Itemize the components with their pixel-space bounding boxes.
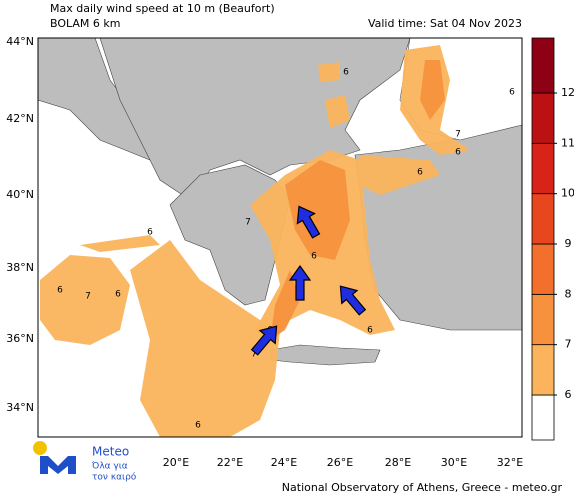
contour-label: 6 — [343, 68, 349, 78]
wind-area — [318, 62, 340, 82]
contour-label: 6 — [509, 88, 515, 98]
wind-area — [360, 155, 440, 195]
colorbar-tick-label: 11 — [561, 136, 574, 149]
colorbar-tick-label: 12 — [561, 86, 574, 99]
lat-label: 38°N — [6, 261, 34, 274]
colorbar-tick-label: 10 — [561, 187, 574, 200]
lon-label: 20°E — [163, 456, 189, 469]
colorbar-box — [531, 193, 555, 245]
lat-label: 34°N — [6, 401, 34, 414]
wind-area — [285, 160, 350, 260]
lon-label: 24°E — [271, 456, 297, 469]
valid-time: Valid time: Sat 04 Nov 2023 — [368, 17, 522, 30]
wind-arrow — [339, 285, 367, 316]
colorbar-tick-label: 9 — [565, 237, 572, 250]
logo-tagline: τον καιρό — [92, 472, 137, 483]
contour-label: 7 — [251, 350, 257, 360]
footer: National Observatory of Athens, Greece -… — [282, 481, 563, 494]
wind-area — [325, 95, 350, 128]
contour-label: 6 — [57, 286, 63, 296]
wind-area — [270, 270, 300, 340]
contour-label: 7 — [85, 292, 91, 302]
lon-label: 30°E — [441, 456, 467, 469]
colorbar-box — [531, 37, 555, 94]
contour-label: 6 — [147, 228, 153, 238]
wind-area — [420, 60, 445, 120]
contour-label: 7 — [455, 130, 461, 140]
wind-arrow — [296, 205, 321, 239]
colorbar-box — [531, 243, 555, 295]
crete — [269, 344, 381, 366]
contour-label: 6 — [417, 168, 423, 178]
lat-label: 40°N — [6, 188, 34, 201]
lat-label: 42°N — [6, 112, 34, 125]
lon-label: 22°E — [217, 456, 243, 469]
map: 667667667667666 — [38, 38, 522, 437]
contour-label: 6 — [455, 148, 461, 158]
colorbar-box — [531, 142, 555, 195]
title: Max daily wind speed at 10 m (Beaufort) — [50, 2, 275, 15]
lat-label: 36°N — [6, 332, 34, 345]
colorbar: 6 7 8 9 10 11 12 — [531, 37, 574, 441]
wind-areas: 667667667667666 — [40, 45, 515, 437]
contour-label: 6 — [311, 252, 317, 262]
contour-label: 7 — [245, 218, 251, 228]
lon-label: 32°E — [497, 456, 523, 469]
lon-label: 28°E — [385, 456, 411, 469]
logo-sun — [33, 441, 47, 455]
colorbar-box — [531, 92, 555, 144]
colorbar-tick-label: 6 — [565, 388, 572, 401]
arrows — [250, 205, 367, 356]
contour-label: 6 — [195, 421, 201, 431]
colorbar-tick-label: 8 — [565, 287, 572, 300]
map-frame — [37, 37, 523, 438]
logo: Meteo Όλα για τον καιρό — [33, 441, 137, 483]
logo-mark — [40, 456, 76, 474]
colorbar-box — [531, 344, 555, 396]
wind-arrow — [250, 325, 278, 356]
wind-area — [40, 255, 130, 345]
wind-area — [130, 240, 280, 437]
logo-name: Meteo — [92, 445, 129, 459]
subtitle: BOLAM 6 km — [50, 17, 121, 30]
lat-label: 44°N — [6, 35, 34, 48]
colorbar-tick-label: 7 — [565, 338, 572, 351]
wind-arrow — [288, 264, 312, 301]
colorbar-below — [531, 394, 555, 441]
contour-label: 6 — [115, 290, 121, 300]
lon-label: 26°E — [327, 456, 353, 469]
logo-tagline: Όλα για — [91, 461, 128, 472]
wind-area — [80, 235, 160, 252]
colorbar-box — [531, 293, 555, 346]
contour-label: 6 — [367, 326, 373, 336]
